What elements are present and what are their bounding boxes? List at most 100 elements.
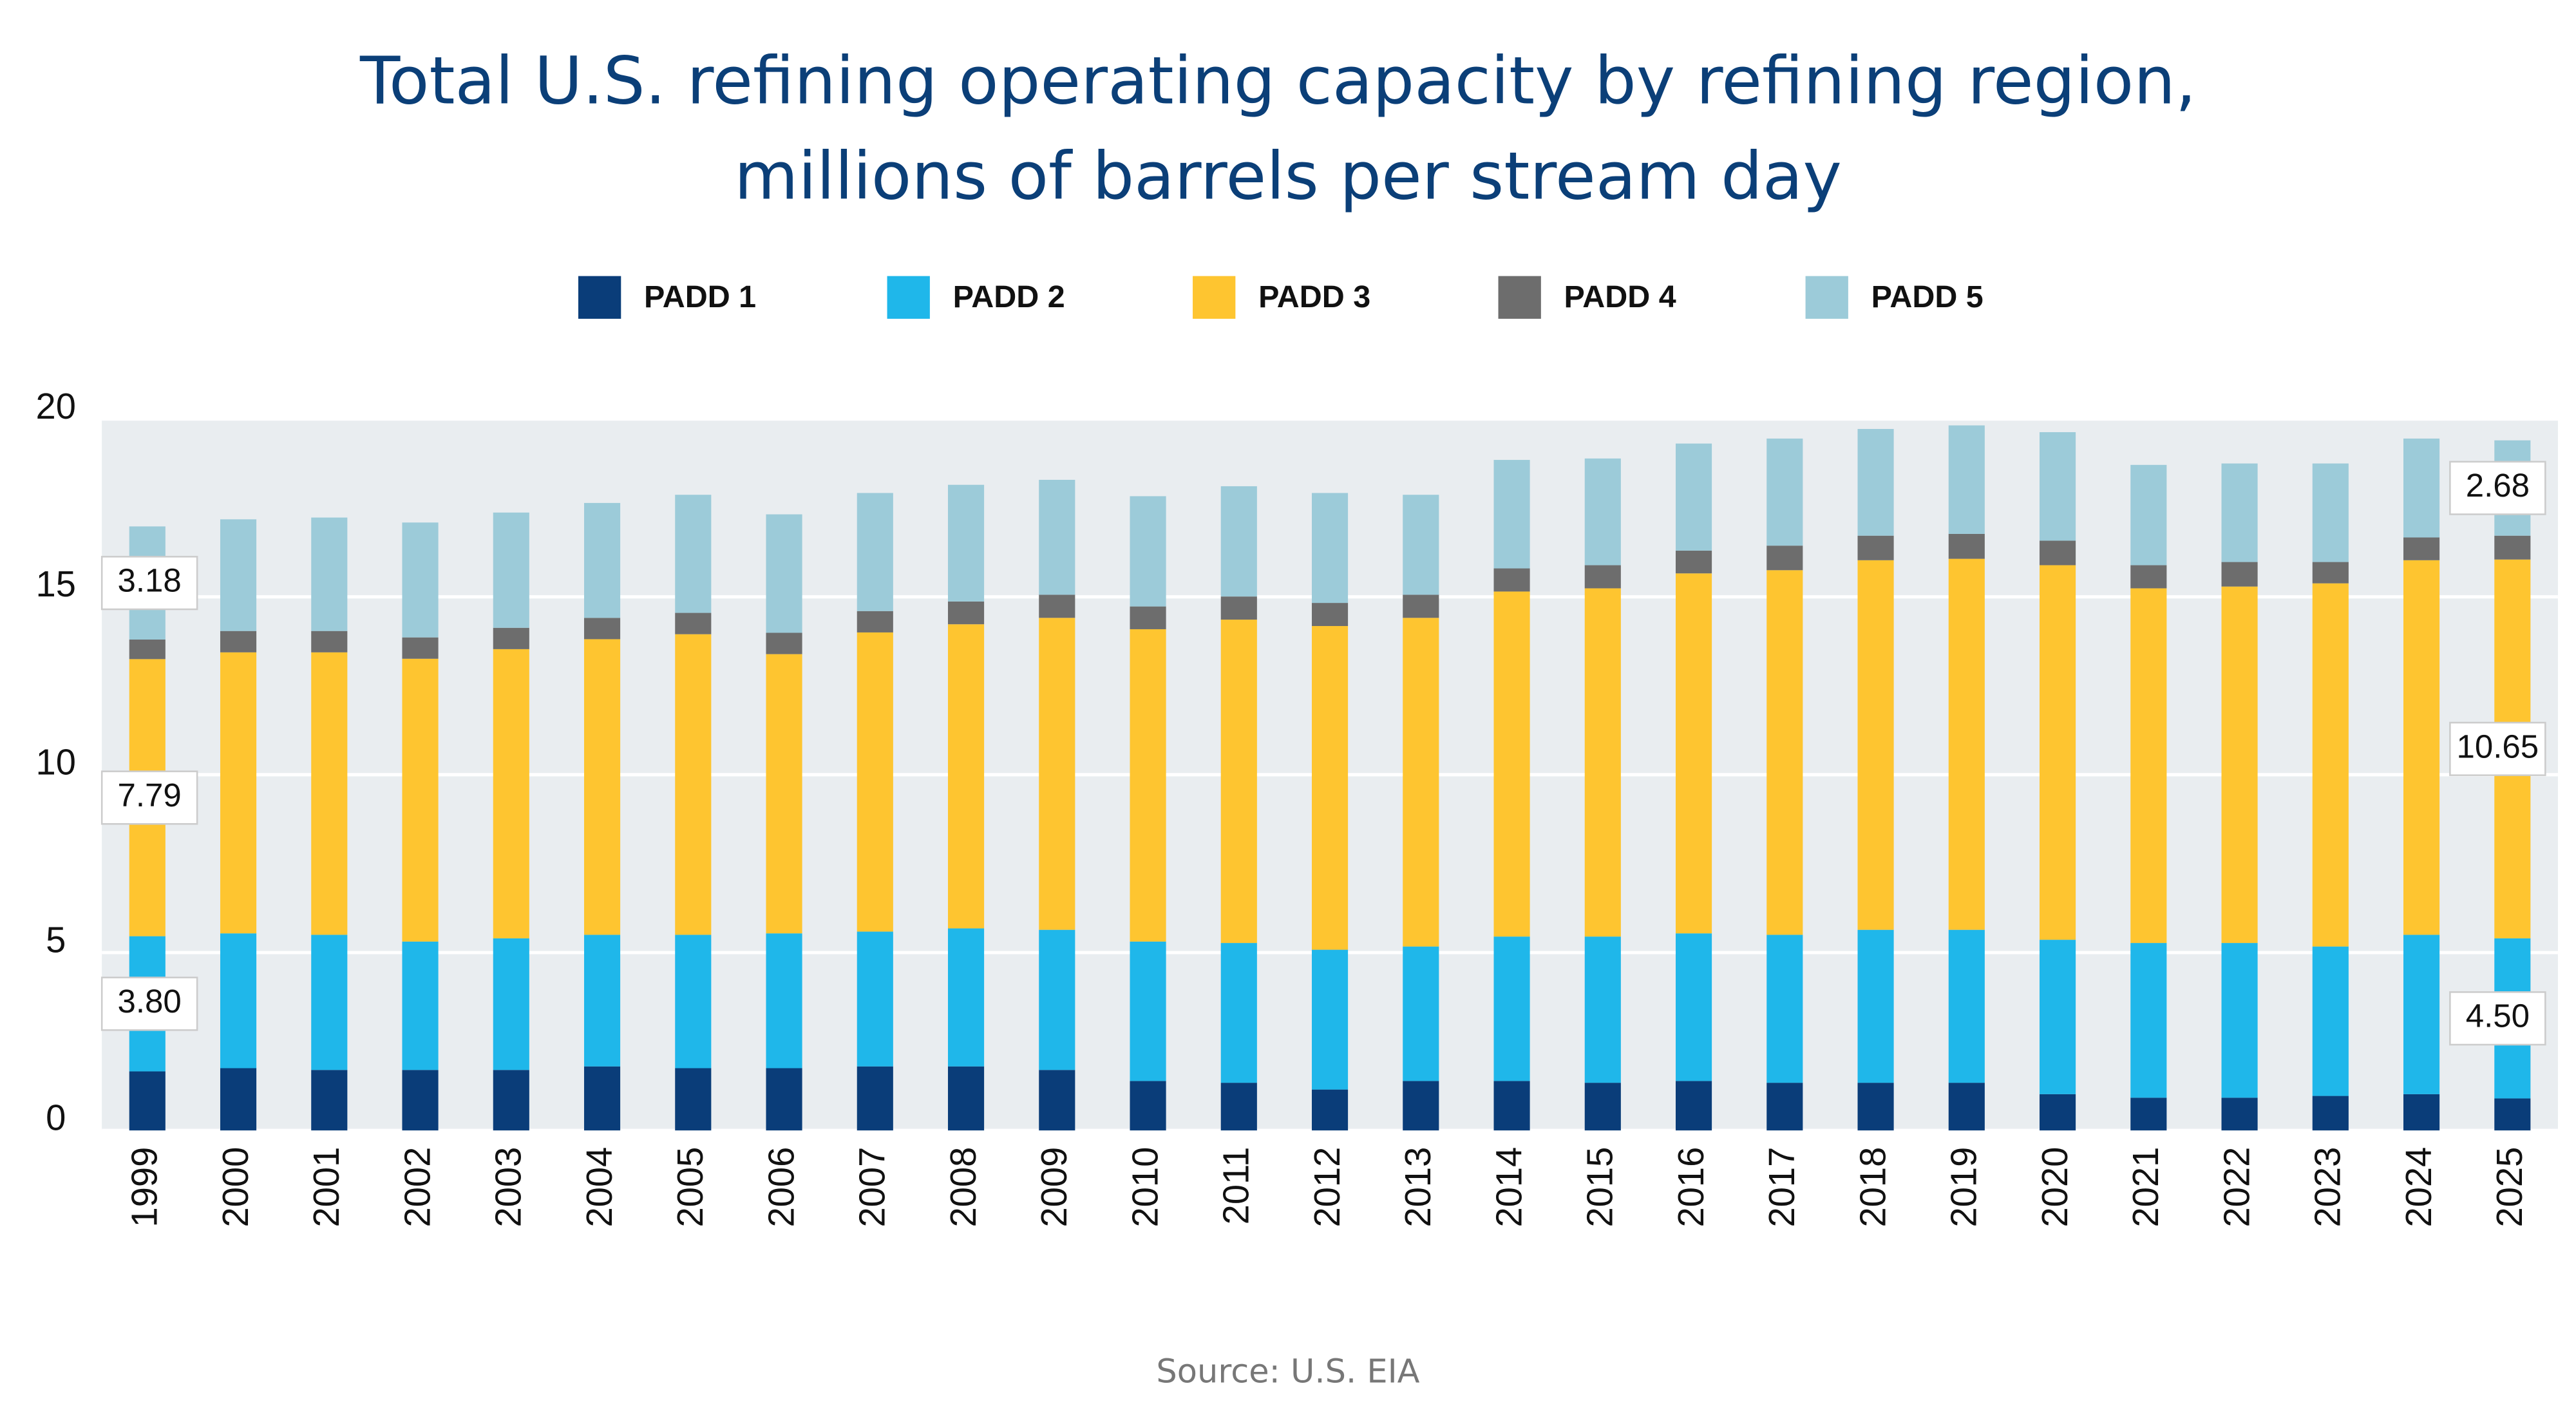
bar-segment	[766, 632, 802, 654]
bar-segment	[2130, 1097, 2167, 1131]
x-tick-label: 2004	[579, 1147, 620, 1228]
bar-segment	[402, 522, 439, 638]
bar-segment	[2039, 540, 2076, 565]
bar-segment	[1857, 560, 1894, 930]
bar-segment	[1403, 594, 1439, 618]
bar-segment	[1220, 620, 1257, 944]
bar-segment	[1130, 1081, 1166, 1131]
bar-segment	[1766, 935, 1803, 1083]
value-label: 3.18	[100, 556, 198, 611]
value-label-text: 10.65	[2457, 728, 2539, 765]
bar-segment	[675, 613, 712, 634]
bar-segment	[2039, 432, 2076, 541]
bar-segment	[2403, 560, 2440, 935]
bar-segment	[675, 935, 712, 1069]
bar-segment	[1584, 588, 1621, 937]
bar-segment	[493, 512, 529, 628]
x-tick-label: 2023	[2307, 1147, 2348, 1228]
bar-segment	[2312, 1096, 2349, 1131]
bar-segment	[1948, 1083, 1985, 1131]
y-tick-label: 15	[36, 564, 76, 604]
bar-segment	[2494, 535, 2531, 560]
bar-segment	[857, 493, 893, 611]
x-tick-label: 2007	[852, 1147, 893, 1228]
bar-segment	[1403, 1081, 1439, 1131]
bar-segment	[583, 1066, 621, 1131]
bar-segment	[493, 938, 529, 1070]
bar-segment	[1311, 603, 1349, 626]
bar-segment	[1220, 486, 1257, 597]
x-tick-label: 2016	[1671, 1147, 1711, 1228]
bar-segment	[1766, 546, 1803, 571]
bar-segment	[129, 639, 166, 660]
value-label-text: 3.80	[117, 983, 181, 1020]
bar-segment	[1766, 1083, 1803, 1131]
bar-segment	[2403, 438, 2440, 538]
bar-segment	[1220, 596, 1257, 620]
bar-segment	[2221, 586, 2258, 944]
value-label-text: 4.50	[2466, 998, 2530, 1034]
bar-segment	[947, 484, 985, 602]
bar-segment	[583, 502, 621, 618]
x-tick-label: 2002	[397, 1147, 437, 1228]
bar-segment	[947, 928, 985, 1067]
x-tick-label: 2017	[1761, 1147, 1802, 1228]
x-tick-label: 2005	[670, 1147, 710, 1228]
bar-segment	[1948, 533, 1985, 559]
bar-segment	[675, 1068, 712, 1131]
bar-segment	[402, 1070, 439, 1131]
x-tick-label: 2024	[2398, 1147, 2439, 1228]
bar-segment	[2221, 943, 2258, 1098]
bar-segment	[1039, 479, 1075, 595]
bar-segment	[402, 941, 439, 1070]
bar-segment	[1675, 550, 1712, 574]
bar-segment	[2130, 588, 2167, 944]
bar-segment	[1130, 629, 1166, 942]
x-tick-label: 2010	[1124, 1147, 1165, 1228]
x-tick-label: 2006	[761, 1147, 801, 1228]
bar-segment	[1220, 1083, 1257, 1131]
bar-segment	[493, 627, 529, 649]
bar-segment	[857, 632, 893, 932]
bar-segment	[2221, 1097, 2258, 1131]
bar-segment	[1493, 460, 1530, 569]
legend-swatch	[1193, 276, 1236, 319]
bar-segment	[1039, 618, 1075, 930]
bar-segment	[1493, 1081, 1530, 1131]
value-label: 4.50	[2449, 991, 2546, 1046]
bar-segment	[1039, 594, 1075, 618]
source: Source: U.S. EIA	[1156, 1353, 1419, 1391]
x-tick-label: 2020	[2034, 1147, 2075, 1228]
bar-segment	[675, 495, 712, 613]
bar-segment	[1130, 941, 1166, 1081]
bar-segment	[1403, 618, 1439, 947]
legend-swatch	[1498, 276, 1541, 319]
bar-segment	[493, 1070, 529, 1131]
bar-segment	[1493, 591, 1530, 937]
bar-segment	[1675, 443, 1712, 551]
bar-segment	[1584, 458, 1621, 565]
bar-segment	[947, 1066, 985, 1131]
bar-segment	[583, 935, 621, 1067]
bar-segment	[1130, 496, 1166, 607]
bar-segment	[2494, 1098, 2531, 1131]
bar-segment	[583, 639, 621, 935]
chart-title: Total U.S. refining operating capacity b…	[359, 43, 2196, 120]
bar-segment	[220, 519, 257, 631]
x-tick-label: 1999	[124, 1147, 165, 1228]
x-tick-label: 2011	[1216, 1147, 1256, 1225]
legend-swatch	[887, 276, 930, 319]
bar-segment	[2312, 463, 2349, 562]
bar-segment	[2403, 537, 2440, 560]
bar-segment	[220, 933, 257, 1069]
bar-segment	[1311, 493, 1349, 603]
bar-segment	[402, 637, 439, 659]
y-tick-label: 20	[36, 386, 76, 426]
value-label-box	[100, 556, 198, 611]
bar-segment	[1039, 929, 1075, 1070]
bar-segment	[1857, 535, 1894, 560]
bar-segment	[1220, 943, 1257, 1083]
bar-segment	[1857, 429, 1894, 536]
bar-segment	[1311, 949, 1349, 1090]
x-tick-label: 2021	[2125, 1147, 2166, 1228]
